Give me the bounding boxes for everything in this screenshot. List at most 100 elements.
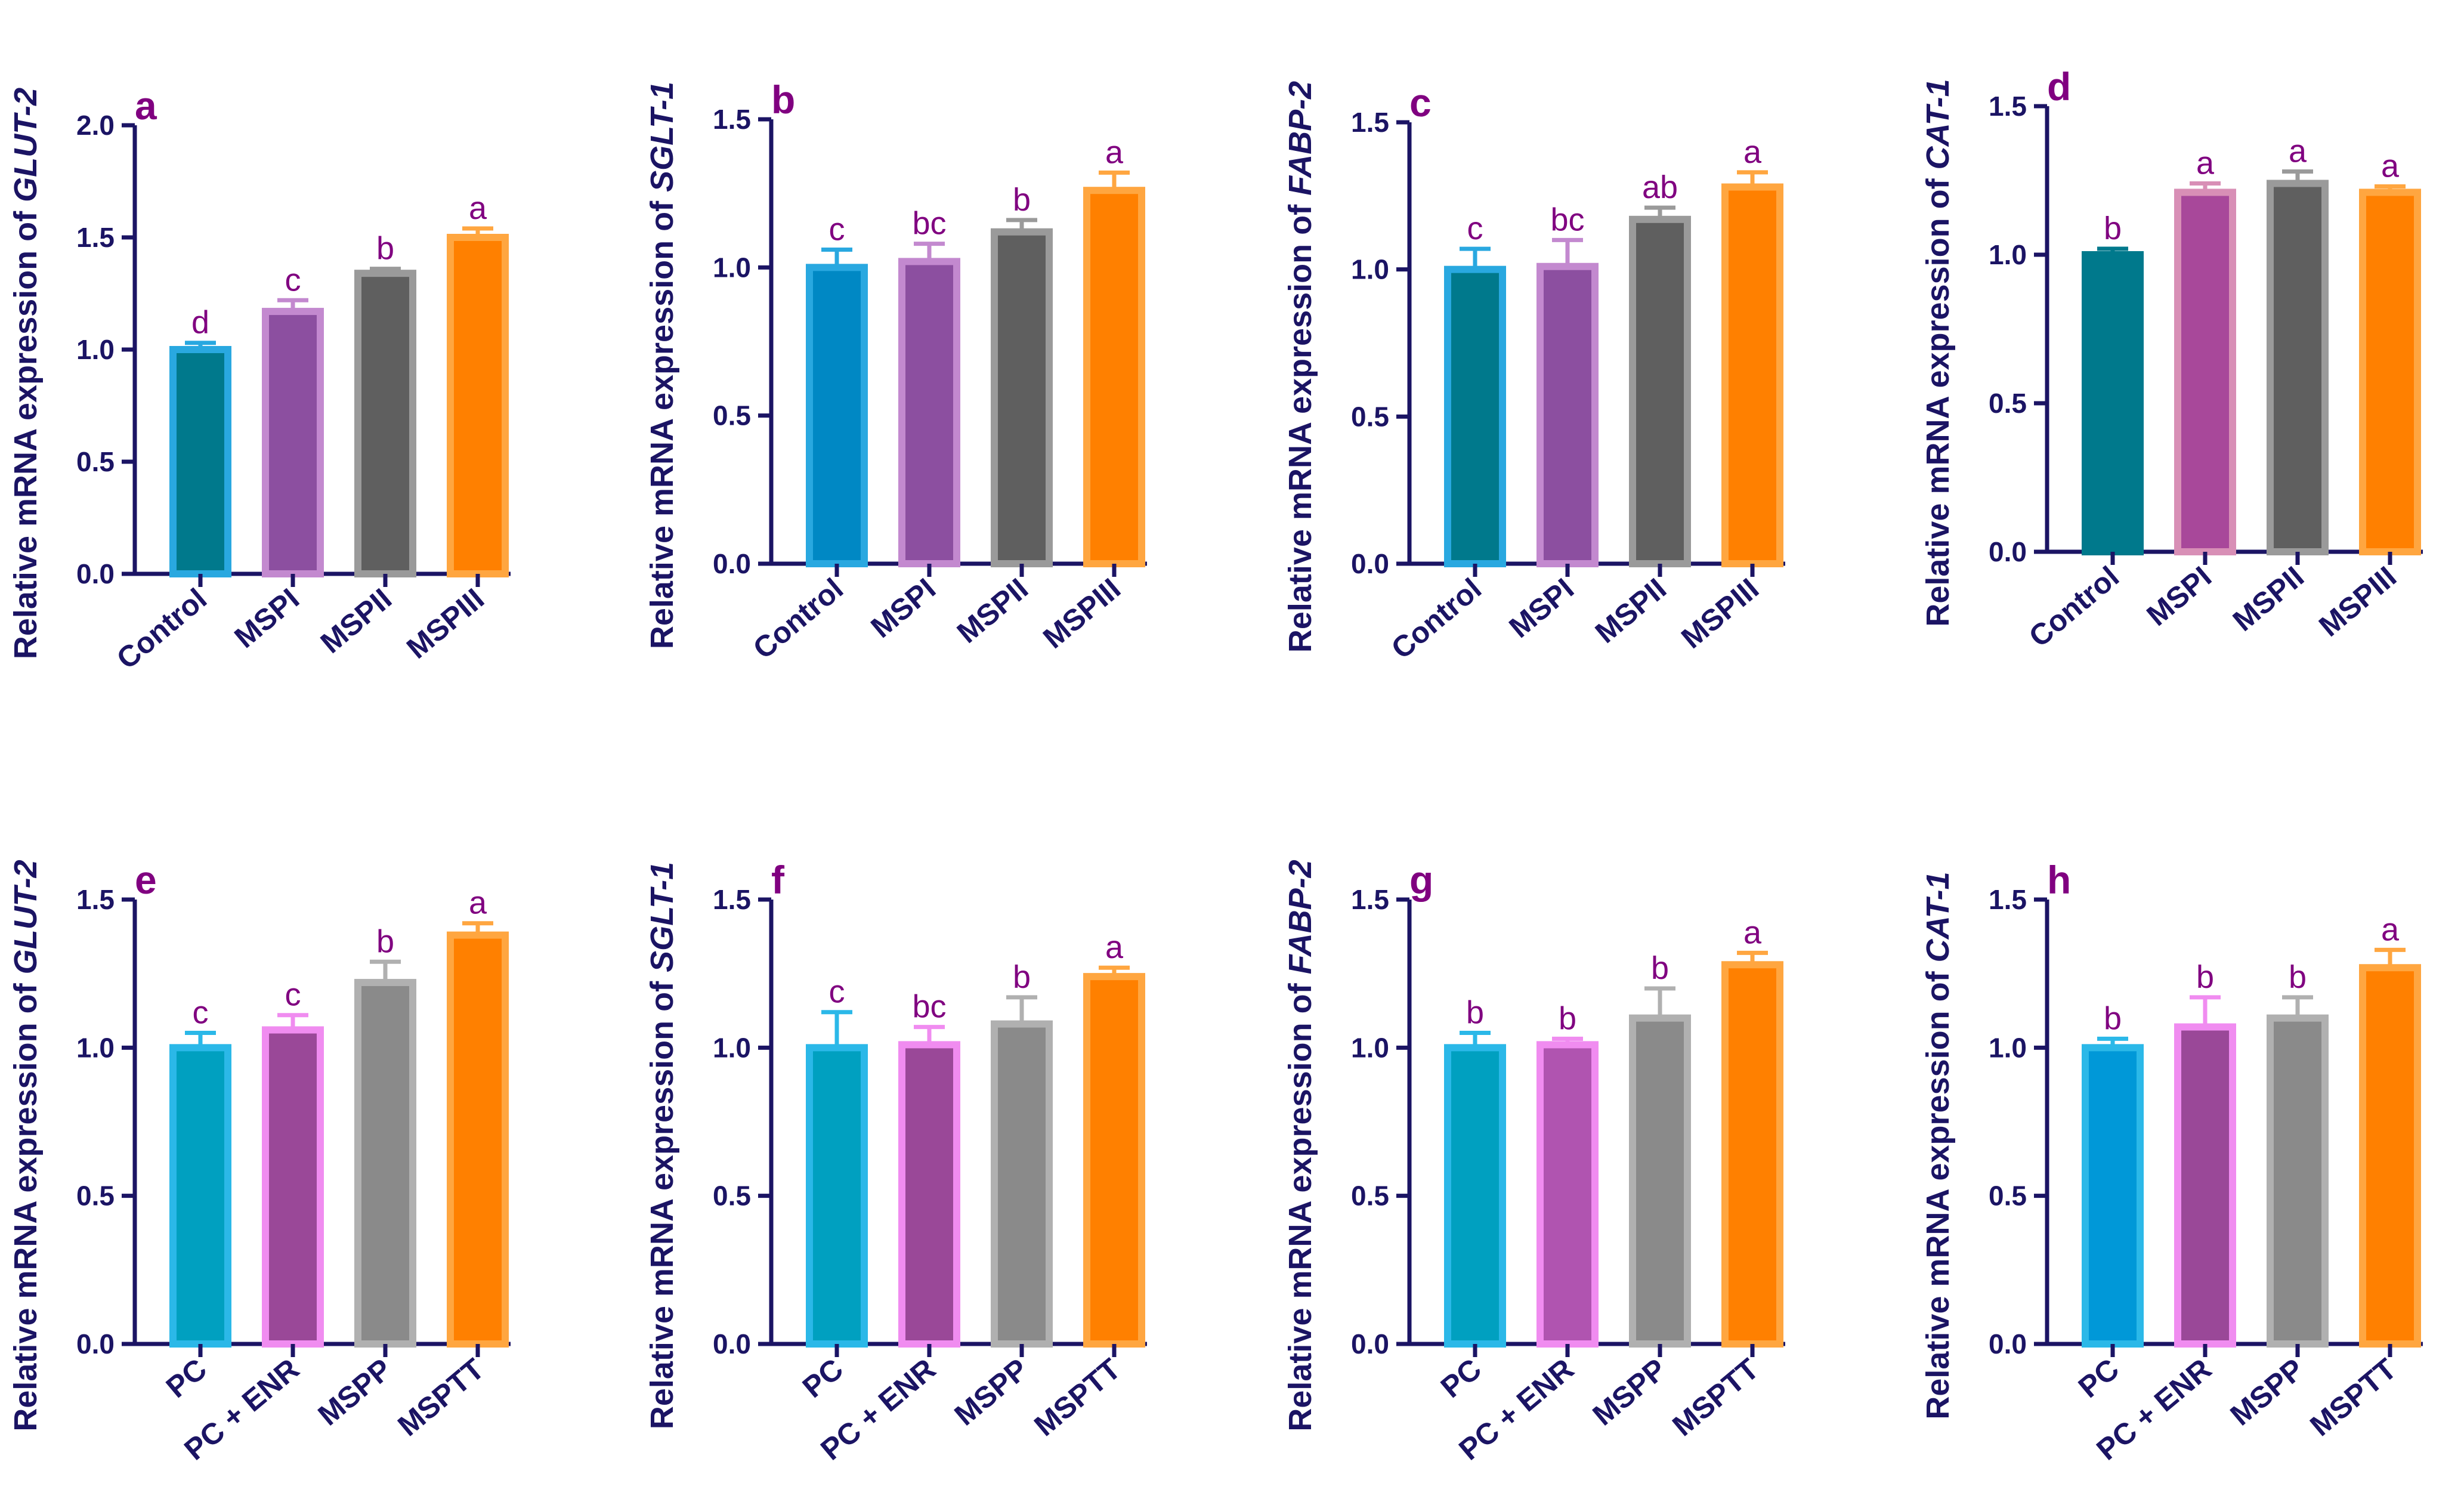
bar — [2359, 964, 2421, 1348]
panel-d: d Relative mRNA expression of CAT-1 0.0 0.5… — [1920, 64, 2423, 654]
x-tick-label: Control — [110, 582, 213, 676]
panel-h: h Relative mRNA expression of CAT-1 0.0 0.5… — [1920, 858, 2423, 1467]
y-tick-label: 1.0 — [713, 252, 751, 283]
y-axis-label: Relative mRNA expression of FABP-2 — [1282, 81, 1318, 653]
bar — [2082, 251, 2144, 555]
y-axis-label-prefix: Relative mRNA expression of — [1282, 974, 1318, 1431]
significance-letter: a — [1743, 914, 1762, 950]
bar — [447, 234, 509, 577]
bar-group: c PC — [160, 995, 231, 1405]
bar — [1629, 215, 1691, 567]
y-tick-label: 0.0 — [76, 1328, 115, 1359]
y-tick-label: 1.5 — [1351, 107, 1389, 138]
y-tick-label: 0.5 — [713, 1181, 751, 1212]
y-tick-label: 1.5 — [1989, 91, 2027, 122]
bar — [2359, 188, 2421, 556]
bar-group: b MSPII — [314, 231, 416, 660]
x-tick-label: MSPTT — [1666, 1352, 1765, 1443]
panel-letter: h — [2047, 858, 2071, 902]
y-tick-label: 0.5 — [76, 446, 115, 477]
x-tick-label: MSPTT — [391, 1352, 490, 1443]
y-axis-label-prefix: Relative mRNA expression of — [8, 202, 44, 659]
y-axis-label: Relative mRNA expression of SGLT-1 — [644, 862, 680, 1429]
x-tick-label: PC — [1435, 1352, 1488, 1405]
significance-letter: c — [193, 995, 209, 1031]
significance-letter: a — [1105, 134, 1124, 170]
x-tick-label: PC — [2072, 1352, 2125, 1405]
x-tick-label: MSPP — [1587, 1352, 1673, 1432]
y-axis-label-prefix: Relative mRNA expression of — [1920, 169, 1956, 626]
bar — [1444, 265, 1506, 567]
y-tick-label: 0.0 — [1351, 548, 1389, 579]
significance-letter: a — [1743, 134, 1762, 170]
x-tick-label: MSPP — [2224, 1352, 2311, 1432]
bar — [991, 1020, 1053, 1348]
panel-letter: e — [135, 858, 157, 902]
y-axis-label: Relative mRNA expression of CAT-1 — [1920, 872, 1956, 1419]
significance-letter: b — [376, 231, 394, 267]
y-tick-label: 1.0 — [76, 1032, 115, 1063]
significance-letter: a — [2381, 911, 2400, 947]
significance-letter: c — [285, 262, 301, 298]
y-axis-label-gene: SGLT-1 — [644, 82, 680, 192]
y-tick-label: 0.5 — [1351, 1181, 1389, 1212]
bar — [1536, 262, 1599, 567]
y-tick-label: 0.5 — [1351, 401, 1389, 432]
x-tick-label: MSPP — [312, 1352, 398, 1432]
y-tick-label: 0.5 — [1989, 388, 2027, 419]
x-tick-label: MSPI — [864, 572, 942, 644]
significance-letter: c — [829, 212, 845, 248]
y-axis-label-gene: CAT-1 — [1920, 79, 1956, 169]
significance-letter: a — [2381, 148, 2400, 184]
x-tick-label: PC — [796, 1352, 849, 1405]
significance-letter: c — [829, 974, 845, 1010]
significance-letter: bc — [912, 206, 946, 242]
panel-letter: b — [771, 78, 795, 122]
x-tick-label: PC — [160, 1352, 213, 1405]
panel-e: e Relative mRNA expression of GLUT-2 0.0 0.… — [8, 858, 511, 1467]
bar-group: b MSPP — [1587, 950, 1691, 1432]
x-tick-label: MSPI — [2140, 560, 2218, 632]
bar-group: bc MSPI — [864, 206, 960, 644]
y-tick-label: 1.5 — [713, 884, 751, 915]
bar — [1721, 961, 1783, 1348]
bar — [2082, 1044, 2144, 1348]
x-tick-label: MSPII — [951, 572, 1034, 650]
y-tick-label: 0.5 — [1989, 1181, 2027, 1212]
y-tick-label: 0.5 — [713, 400, 751, 431]
bar — [169, 346, 231, 577]
bar — [1536, 1041, 1599, 1348]
significance-letter: c — [285, 977, 301, 1013]
significance-letter: a — [469, 190, 487, 226]
significance-letter: a — [2289, 134, 2307, 169]
panel-f: f Relative mRNA expression of SGLT-1 0.0 0.… — [644, 858, 1147, 1467]
y-axis-label: Relative mRNA expression of FABP-2 — [1282, 860, 1318, 1431]
y-tick-label: 1.0 — [76, 334, 115, 365]
y-axis-label-gene: FABP-2 — [1282, 860, 1318, 974]
bar — [262, 308, 324, 578]
bar — [447, 931, 509, 1348]
significance-letter: a — [1105, 929, 1124, 965]
significance-letter: a — [469, 885, 487, 921]
y-tick-label: 1.0 — [1351, 1032, 1389, 1063]
bar-group: b MSPP — [948, 959, 1053, 1432]
bar — [1083, 187, 1145, 567]
y-axis-label-prefix: Relative mRNA expression of — [644, 192, 680, 649]
significance-letter: b — [1013, 182, 1031, 218]
bar-group: a MSPIII — [1037, 134, 1145, 655]
bar-group: a MSPII — [2227, 134, 2329, 638]
bar — [354, 270, 416, 577]
y-axis-label-gene: GLUT-2 — [8, 88, 44, 202]
y-tick-label: 1.5 — [1989, 884, 2027, 915]
y-axis-label-gene: CAT-1 — [1920, 872, 1956, 962]
bar-group: c Control — [747, 212, 868, 666]
significance-letter: c — [1467, 211, 1483, 246]
bar — [2174, 1023, 2236, 1348]
panel-letter: f — [771, 858, 785, 902]
y-axis-label: Relative mRNA expression of GLUT-2 — [8, 88, 44, 659]
y-tick-label: 1.5 — [713, 104, 751, 135]
significance-letter: b — [2104, 211, 2122, 246]
y-axis-label: Relative mRNA expression of GLUT-2 — [8, 860, 44, 1431]
y-tick-label: 1.5 — [76, 222, 115, 253]
